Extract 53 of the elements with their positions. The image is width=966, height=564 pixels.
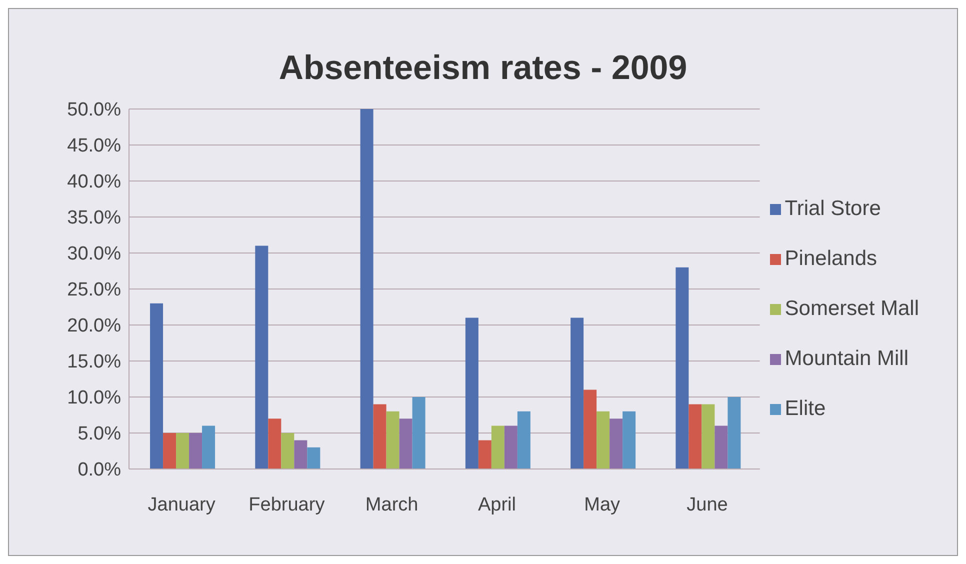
legend-label: Trial Store [784, 197, 881, 220]
bar [360, 109, 374, 469]
bar [255, 246, 268, 469]
y-tick-label: 40.0% [67, 172, 122, 193]
bar [176, 433, 190, 469]
y-tick-label: 5.0% [78, 424, 122, 445]
bar [584, 390, 597, 469]
x-tick-label: March [365, 494, 418, 516]
y-tick-label: 25.0% [67, 280, 122, 301]
bar [268, 418, 282, 469]
bar [412, 397, 426, 469]
legend-label: Mountain Mill [784, 347, 909, 370]
bar [281, 433, 294, 469]
bar [386, 411, 400, 469]
bar [728, 397, 741, 469]
bar [373, 404, 386, 469]
y-tick-label: 0.0% [78, 460, 122, 481]
bar [307, 447, 320, 469]
y-tick-label: 10.0% [67, 388, 122, 409]
x-tick-label: January [148, 494, 216, 516]
bar [610, 418, 623, 469]
y-tick-label: 30.0% [67, 244, 122, 265]
bar [622, 411, 636, 469]
bar [688, 404, 702, 469]
legend-label: Elite [784, 397, 826, 420]
y-tick-label: 50.0% [67, 100, 122, 121]
bar [714, 426, 728, 469]
chart-title: Absenteeism rates - 2009 [278, 48, 688, 89]
x-tick-label: February [248, 494, 326, 516]
bar [570, 318, 584, 469]
legend-label: Pinelands [784, 247, 878, 270]
y-tick-label: 15.0% [67, 352, 122, 373]
bar [163, 433, 176, 469]
bar [478, 440, 492, 469]
bar [294, 440, 308, 469]
y-tick-label: 45.0% [67, 136, 122, 157]
bar [399, 418, 412, 469]
bar [202, 426, 216, 469]
bar [491, 426, 504, 469]
x-tick-label: June [686, 494, 728, 516]
x-tick-label: May [584, 494, 621, 516]
x-tick-label: April [478, 494, 516, 516]
bar [676, 267, 689, 469]
bar [189, 433, 202, 469]
bar [596, 411, 610, 469]
y-tick-label: 20.0% [67, 316, 122, 337]
y-tick-label: 35.0% [67, 208, 122, 229]
bar [150, 303, 164, 469]
bar [465, 318, 478, 469]
bar [702, 404, 715, 469]
bar [517, 411, 530, 469]
bar [504, 426, 518, 469]
legend-label: Somerset Mall [784, 297, 919, 320]
